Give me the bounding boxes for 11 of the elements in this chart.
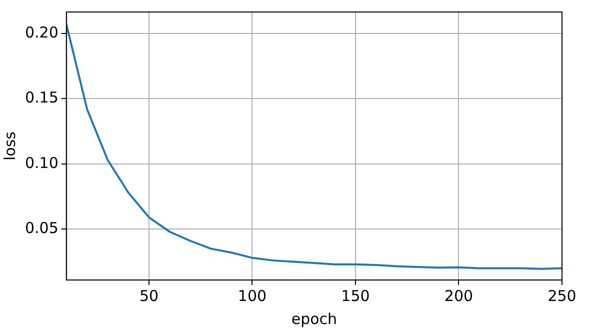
x-tick-label: 250 [548,286,576,305]
x-tick-label: 100 [238,286,267,305]
x-tick-label: 200 [444,286,474,305]
y-axis-title: loss [0,131,19,160]
y-tick-label: 0.20 [24,23,58,42]
y-tick-label: 0.05 [24,219,58,238]
x-axis-title: epoch [291,310,338,328]
y-tick-label: 0.10 [24,154,58,172]
x-tick-label: 150 [341,286,370,305]
x-tick-label: 50 [139,286,159,305]
y-tick-label: 0.15 [24,88,58,107]
